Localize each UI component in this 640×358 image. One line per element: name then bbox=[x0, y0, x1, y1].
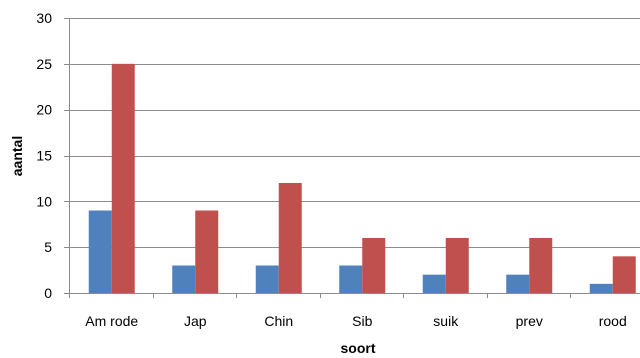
bar-series-2 bbox=[445, 238, 469, 293]
bar-series-1 bbox=[88, 210, 112, 293]
y-tick-label: 10 bbox=[36, 193, 52, 209]
bar-series-1 bbox=[506, 274, 530, 293]
y-axis-title: aantal bbox=[9, 136, 25, 176]
x-axis-title: soort bbox=[341, 340, 376, 356]
bars bbox=[88, 63, 636, 294]
x-tick-label: prev bbox=[516, 313, 543, 329]
x-tick-label: rood bbox=[599, 313, 627, 329]
tick-labels: 0 5 10 15 20 25 30 Am rode Jap Chin Sib suik prev roo… bbox=[36, 10, 626, 329]
y-tick-label: 5 bbox=[44, 239, 52, 255]
y-tick-label: 20 bbox=[36, 102, 52, 118]
x-tick-label: Am rode bbox=[85, 313, 138, 329]
bar-series-1 bbox=[422, 274, 446, 293]
bar-series-2 bbox=[278, 183, 302, 293]
bar-series-1 bbox=[255, 265, 279, 293]
y-tick-label: 25 bbox=[36, 56, 52, 72]
bar-series-2 bbox=[362, 238, 386, 293]
bar-series-2 bbox=[195, 210, 219, 293]
x-tick-label: Sib bbox=[352, 313, 372, 329]
x-tick-label: Chin bbox=[264, 313, 293, 329]
bar-series-1 bbox=[589, 283, 613, 293]
x-tick-label: Jap bbox=[184, 313, 207, 329]
gridlines bbox=[69, 18, 640, 248]
x-tick-label: suik bbox=[433, 313, 459, 329]
bar-series-2 bbox=[529, 238, 553, 293]
bar-series-2 bbox=[111, 63, 135, 294]
bar-series-2 bbox=[612, 256, 636, 293]
y-tick-label: 0 bbox=[44, 285, 52, 301]
y-tick-label: 15 bbox=[36, 148, 52, 164]
axes bbox=[64, 18, 640, 298]
bar-series-1 bbox=[172, 265, 196, 293]
y-tick-label: 30 bbox=[36, 10, 52, 26]
bar-series-1 bbox=[339, 265, 363, 293]
